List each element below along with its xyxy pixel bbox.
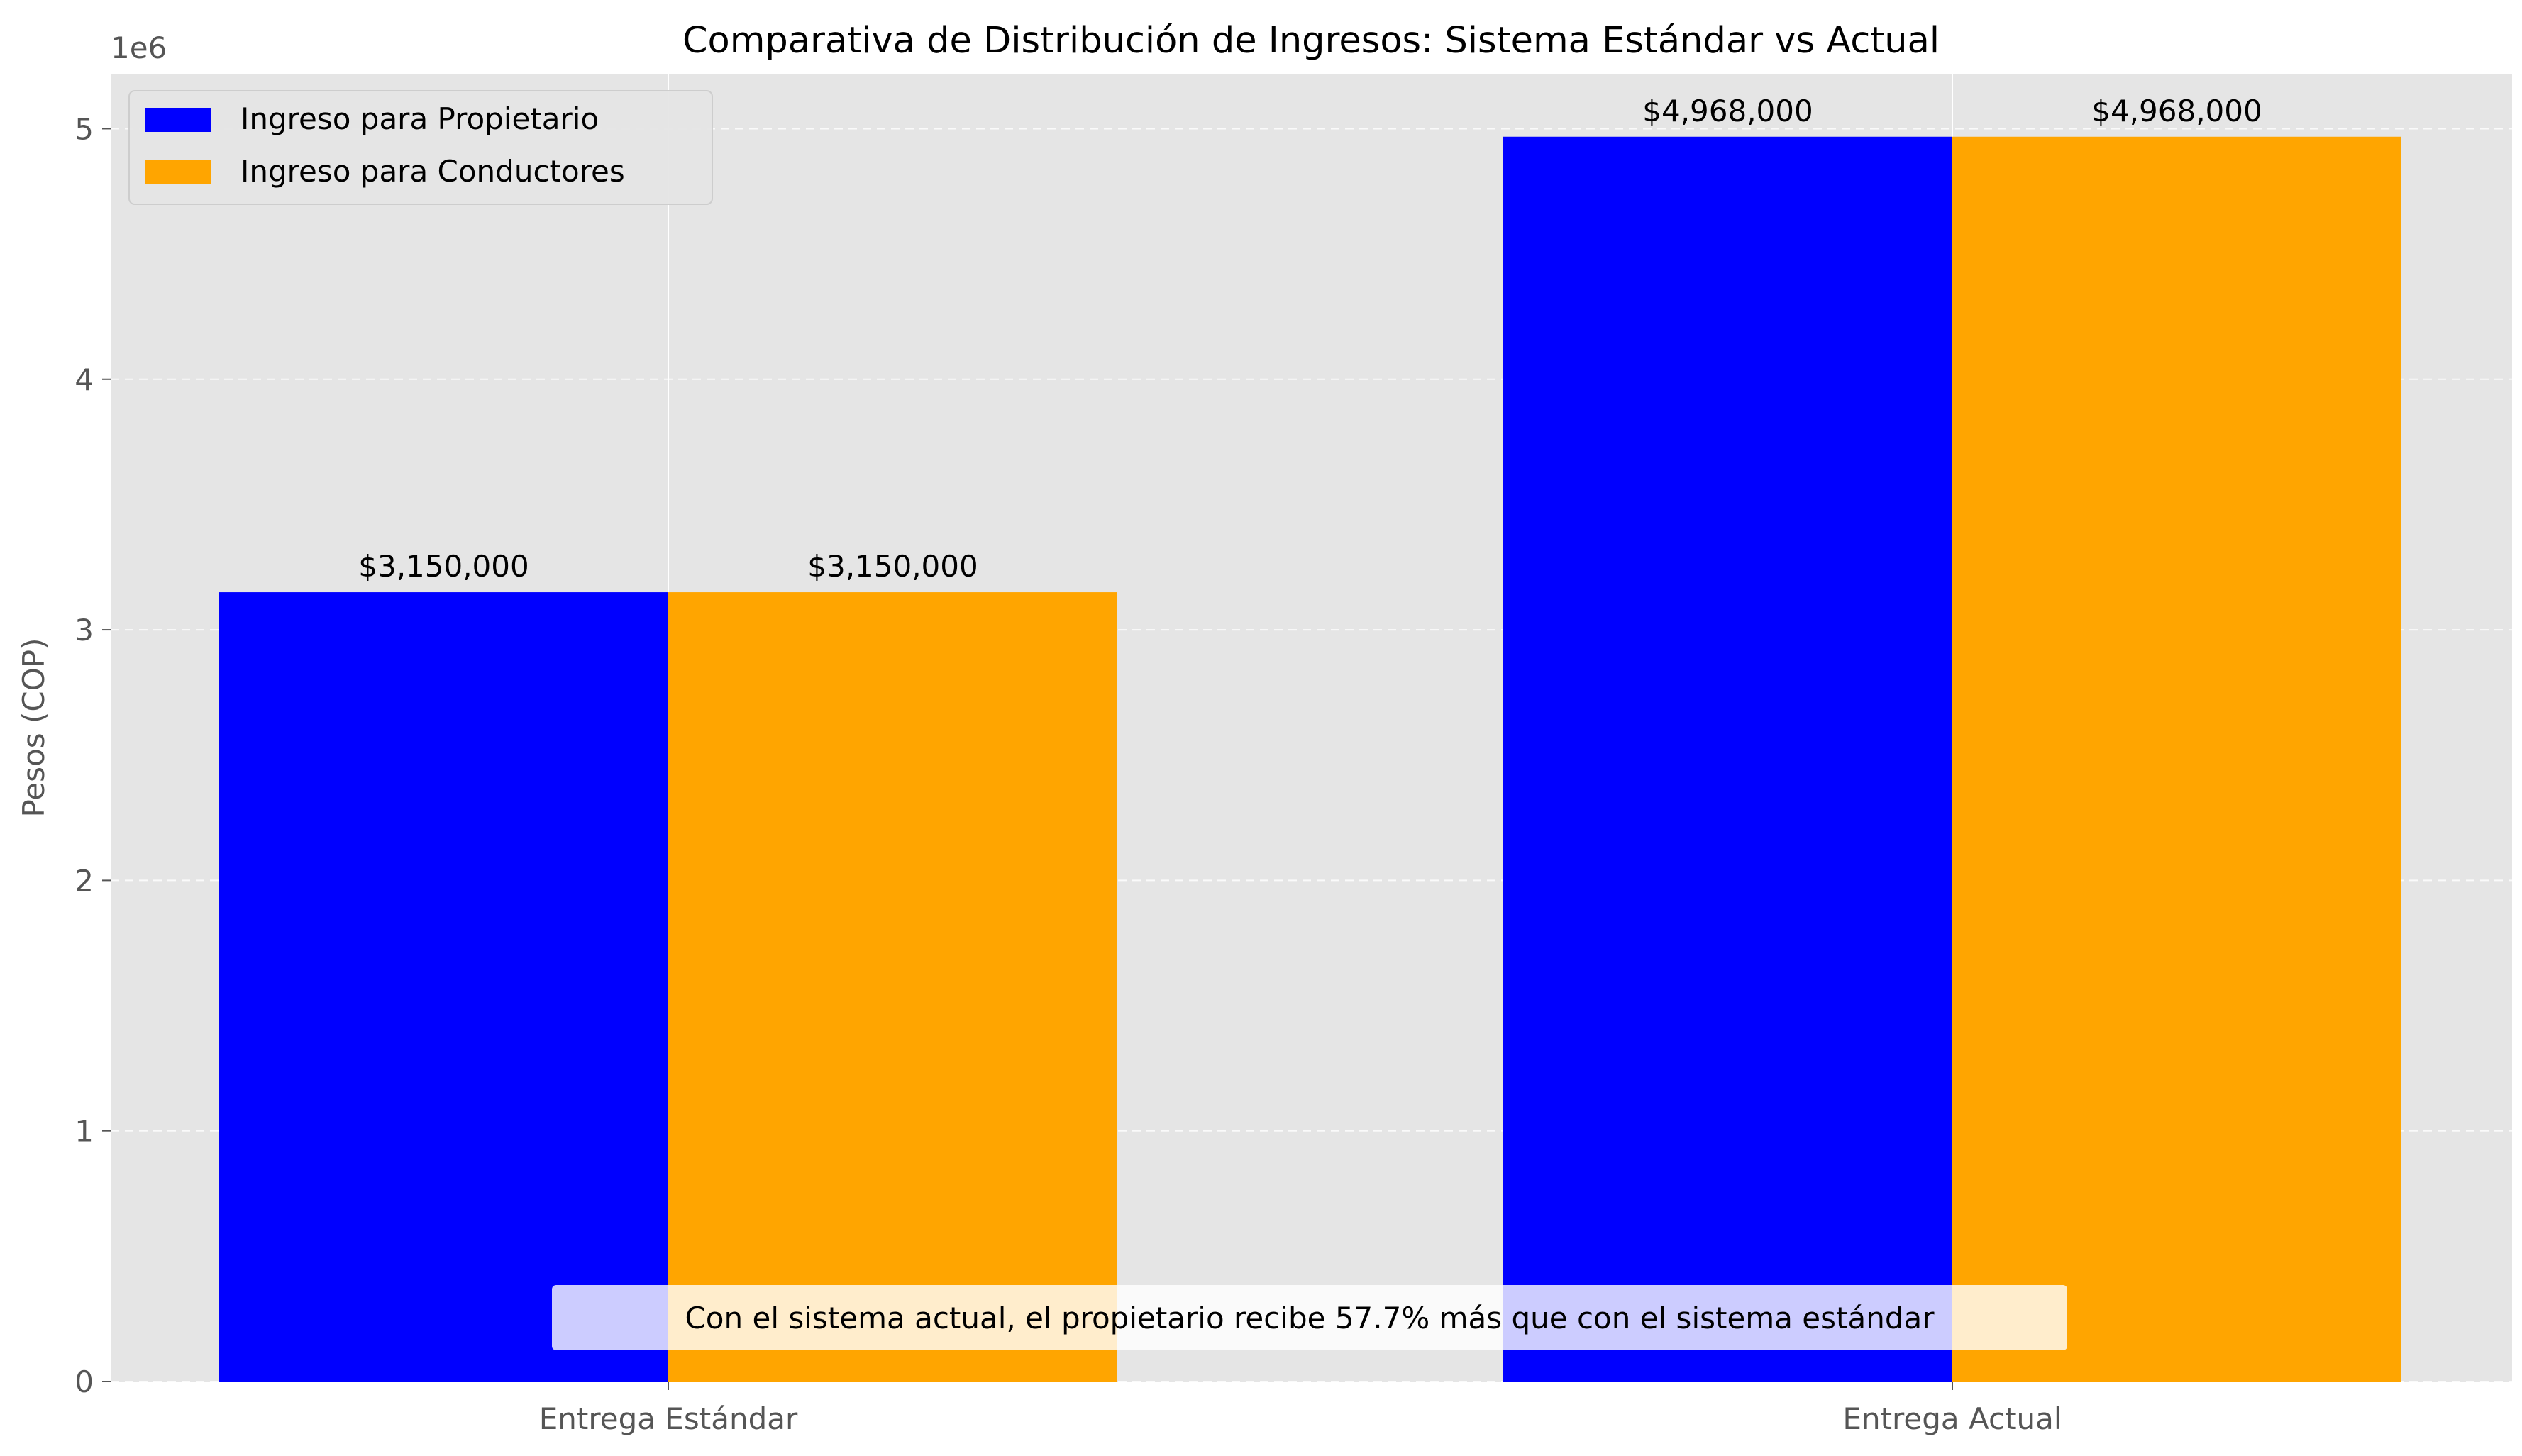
data-labels: $3,150,000 $4,968,000 $3,150,000 $4,968,000 [358, 94, 2262, 584]
chart-title: Comparativa de Distribución de Ingresos:… [682, 20, 1940, 62]
bars [219, 136, 2401, 1382]
y-tick-label: 0 [74, 1365, 94, 1399]
data-label: $3,150,000 [807, 549, 978, 584]
data-label: $4,968,000 [2091, 94, 2262, 128]
data-label: $3,150,000 [358, 549, 529, 584]
bar-conductores-1 [1952, 136, 2401, 1382]
legend-swatch-conductores [145, 160, 211, 184]
annotation: Con el sistema actual, el propietario re… [552, 1285, 2067, 1350]
y-axis-label: Pesos (COP) [16, 638, 51, 818]
x-tick-label: Entrega Estándar [539, 1401, 798, 1436]
y-tick-label: 2 [74, 863, 94, 898]
legend-label-conductores: Ingreso para Conductores [240, 154, 625, 189]
bar-propietario-0 [219, 592, 668, 1382]
y-tick-label: 4 [74, 362, 94, 397]
annotation-text: Con el sistema actual, el propietario re… [685, 1301, 1935, 1335]
legend-box [128, 90, 713, 205]
legend-label-propietario: Ingreso para Propietario [240, 101, 599, 136]
y-tick-label: 5 [74, 111, 94, 146]
legend: Ingreso para Propietario Ingreso para Co… [128, 90, 713, 205]
legend-swatch-propietario [145, 108, 211, 132]
y-axis-ticks: 0 1 2 3 4 5 [74, 111, 111, 1399]
y-tick-label: 1 [74, 1114, 94, 1149]
bar-conductores-0 [668, 592, 1117, 1382]
x-axis-ticks: Entrega Estándar Entrega Actual [539, 1382, 2062, 1436]
y-offset-label: 1e6 [111, 30, 167, 65]
bar-propietario-1 [1503, 136, 1952, 1382]
x-tick-label: Entrega Actual [1842, 1401, 2062, 1436]
data-label: $4,968,000 [1642, 94, 1813, 128]
y-tick-label: 3 [74, 613, 94, 648]
annotation-box [552, 1285, 2067, 1350]
